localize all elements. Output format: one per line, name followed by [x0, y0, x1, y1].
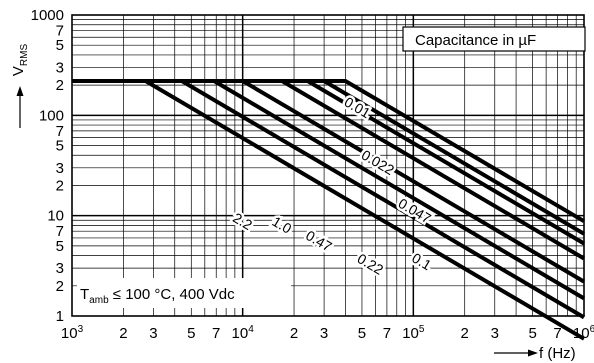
- x-tick-label: 7: [383, 325, 391, 342]
- series-lines: [72, 79, 586, 341]
- minor-grid: [72, 15, 584, 316]
- major-grid: [72, 15, 584, 316]
- x-tick-label: 5: [358, 325, 366, 342]
- x-axis-arrow: [494, 349, 538, 357]
- y-tick-label: 2: [56, 177, 64, 194]
- y-tick-label: 7: [56, 123, 64, 140]
- y-tick-label: 5: [56, 37, 64, 54]
- x-tick-label: 3: [491, 325, 499, 342]
- series-label-2.2: 2.2: [230, 209, 255, 233]
- x-tick-label: 2: [119, 325, 127, 342]
- y-axis-title: VRMS: [10, 44, 30, 77]
- legend-text: Capacitance in µF: [415, 32, 536, 49]
- series-line-0.01: [72, 79, 586, 223]
- y-tick-label: 3: [56, 59, 64, 76]
- y-tick-label: 3: [56, 160, 64, 177]
- y-tick-label: 1000: [31, 7, 64, 24]
- x-tick-label: 105: [402, 324, 425, 342]
- y-tick-label: 5: [56, 138, 64, 155]
- y-tick-label: 7: [56, 23, 64, 40]
- y-tick-label: 1: [56, 308, 64, 325]
- condition-note-text: Tamb ≤ 100 °C, 400 Vdc: [80, 286, 235, 306]
- series-label-0.22: 0.22: [355, 250, 387, 278]
- series-line-0.047: [72, 79, 586, 246]
- x-axis-label: f (Hz): [539, 345, 576, 362]
- x-tick-label: 3: [320, 325, 328, 342]
- y-tick-label: 2: [56, 77, 64, 94]
- y-tick-label: 5: [56, 238, 64, 255]
- x-tick-label: 5: [187, 325, 195, 342]
- legend-box: Capacitance in µF: [402, 26, 586, 52]
- series-line-0.022: [72, 79, 586, 236]
- y-tick-label: 2: [56, 278, 64, 295]
- y-tick-label: 100: [39, 107, 64, 124]
- x-tick-label: 2: [461, 325, 469, 342]
- y-axis-label: VRMS: [10, 44, 30, 77]
- y-tick-label: 7: [56, 223, 64, 240]
- series-label-1.0: 1.0: [270, 213, 295, 237]
- x-tick-label: 104: [232, 324, 255, 342]
- y-tick-label: 10: [47, 208, 64, 225]
- x-tick-label: 3: [149, 325, 157, 342]
- x-tick-label: 7: [553, 325, 561, 342]
- plot-frame: [71, 14, 585, 317]
- x-tick-labels: 103 2 3 5 7 104 2 3 5 7 105 2 3 5 7 106: [61, 324, 594, 342]
- y-tick-label: 3: [56, 260, 64, 277]
- series-line-0.1: [72, 79, 586, 261]
- x-tick-label: 106: [573, 324, 594, 342]
- x-tick-label: 103: [61, 324, 84, 342]
- y-axis-arrow: [16, 86, 24, 128]
- x-tick-label: 5: [528, 325, 536, 342]
- series-label-0.022: 0.022: [359, 147, 397, 179]
- x-tick-label: 7: [212, 325, 220, 342]
- x-tick-label: 2: [290, 325, 298, 342]
- condition-note: Tamb ≤ 100 °C, 400 Vdc: [77, 278, 291, 308]
